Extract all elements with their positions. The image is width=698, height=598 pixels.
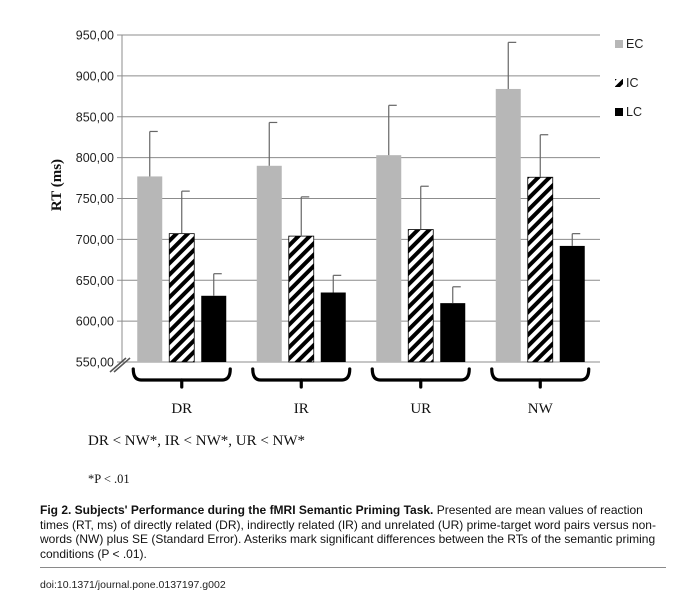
y-axis-label: RT (ms) xyxy=(49,159,65,211)
y-tick-label: 850,00 xyxy=(76,110,114,124)
bar-ic-ir xyxy=(288,235,315,363)
doi-text: doi:10.1371/journal.pone.0137197.g002 xyxy=(40,579,226,591)
category-label-dr: DR xyxy=(171,401,192,417)
y-tick-label: 650,00 xyxy=(76,274,114,288)
y-tick-label: 900,00 xyxy=(76,69,114,83)
bar-chart: 550,00 600,00 650,00 700,00 750,00 800,00 850,… xyxy=(49,29,643,418)
category-bracket xyxy=(131,367,232,382)
category-label-ur: UR xyxy=(410,401,431,417)
bar-ic-dr xyxy=(168,233,195,363)
y-tick-label: 700,00 xyxy=(76,233,114,247)
bar-ic-ur xyxy=(407,229,434,363)
y-tick-label: 600,00 xyxy=(76,315,114,329)
significance-note: *P < .01 xyxy=(88,472,130,486)
legend-swatch-ec xyxy=(615,40,623,48)
legend-label-ec: EC xyxy=(626,37,643,51)
figure-caption: Fig 2. Subjects' Performance during the … xyxy=(40,503,660,561)
axis-break-mark xyxy=(113,357,131,373)
bar-ec-nw xyxy=(495,88,521,362)
category-label-nw: NW xyxy=(528,401,554,417)
bar-ec-dr xyxy=(137,176,163,362)
comparison-note: DR < NW*, IR < NW*, UR < NW* xyxy=(88,433,306,449)
y-tick-label: 750,00 xyxy=(76,192,114,206)
legend-swatch-lc xyxy=(615,108,623,116)
legend-label-ic: IC xyxy=(626,76,639,90)
bar-lc-nw xyxy=(559,245,585,362)
y-tick-label: 800,00 xyxy=(76,151,114,165)
axis-break-mark xyxy=(109,357,127,373)
bar-ic-nw xyxy=(527,176,554,363)
bar-ec-ir xyxy=(256,165,282,362)
y-tick-label: 550,00 xyxy=(76,356,114,370)
bar-ec-ur xyxy=(376,155,402,362)
category-bracket xyxy=(251,367,352,382)
y-tick-label: 950,00 xyxy=(76,29,114,43)
caption-body: Presented are mean values of reaction ti… xyxy=(40,503,656,561)
caption-divider xyxy=(40,567,666,568)
category-bracket xyxy=(490,367,591,382)
bar-lc-dr xyxy=(201,295,227,362)
legend-swatch-ic xyxy=(615,79,623,87)
bar-lc-ir xyxy=(320,292,346,362)
bar-lc-ur xyxy=(440,303,466,362)
legend-label-lc: LC xyxy=(626,105,642,119)
caption-title: Fig 2. Subjects' Performance during the … xyxy=(40,503,434,517)
category-bracket xyxy=(370,367,471,382)
category-label-ir: IR xyxy=(294,401,309,417)
